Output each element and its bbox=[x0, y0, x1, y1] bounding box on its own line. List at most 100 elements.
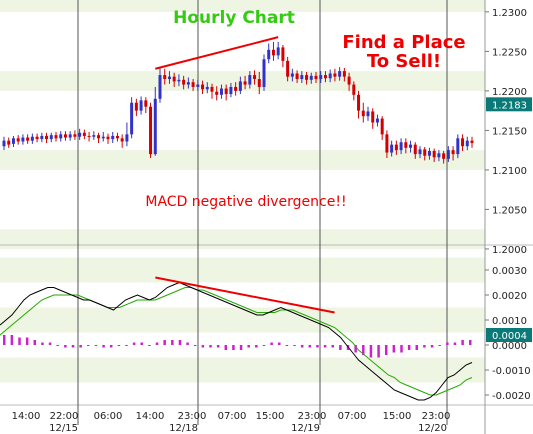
candle-body bbox=[45, 135, 49, 140]
candle-body bbox=[186, 82, 190, 85]
candle-body bbox=[357, 94, 361, 111]
candle-body bbox=[87, 135, 91, 137]
macd-tick-label: 0.0030 bbox=[492, 266, 527, 277]
macd-histogram-bar bbox=[308, 345, 312, 348]
candle-body bbox=[423, 149, 427, 156]
candle-body bbox=[158, 75, 162, 99]
candle-body bbox=[182, 79, 186, 85]
macd-histogram-bar bbox=[155, 342, 159, 345]
macd-histogram-bar bbox=[469, 340, 472, 345]
macd-histogram-bar bbox=[438, 345, 441, 346]
macd-histogram-bar bbox=[392, 345, 396, 353]
chart-title: Hourly Chart bbox=[173, 8, 295, 28]
candle-body bbox=[253, 75, 257, 80]
time-tick-label: 14:00 bbox=[136, 411, 165, 422]
candle-body bbox=[432, 150, 436, 158]
candle-body bbox=[300, 75, 304, 80]
macd-histogram-bar bbox=[193, 345, 197, 346]
candle-body bbox=[92, 135, 96, 137]
price-tick-label: 1.2050 bbox=[492, 205, 527, 216]
price-tick-label: 1.2300 bbox=[492, 8, 527, 19]
candle-body bbox=[134, 102, 138, 111]
candle-body bbox=[413, 144, 417, 155]
candle-body bbox=[338, 71, 342, 77]
time-tick-label: 15:00 bbox=[256, 411, 285, 422]
date-label: 12/15 bbox=[49, 423, 78, 434]
candle-body bbox=[451, 150, 455, 155]
price-tick-label: 1.2000 bbox=[492, 245, 527, 256]
macd-histogram-bar bbox=[377, 345, 380, 358]
macd-histogram-bar bbox=[316, 345, 319, 348]
macd-histogram-bar bbox=[270, 342, 273, 345]
date-label: 12/20 bbox=[418, 423, 447, 434]
candle-body bbox=[26, 137, 30, 141]
macd-histogram-bar bbox=[163, 340, 166, 345]
candle-body bbox=[323, 75, 327, 79]
date-label: 12/19 bbox=[291, 423, 320, 434]
candle-body bbox=[210, 86, 214, 92]
price-tick-label: 1.2100 bbox=[492, 166, 527, 177]
candle-body bbox=[78, 132, 82, 137]
time-tick-label: 23:00 bbox=[422, 411, 451, 422]
candle-body bbox=[97, 135, 101, 139]
time-tick-label: 15:00 bbox=[383, 411, 412, 422]
price-band bbox=[0, 150, 485, 170]
sell-note-line1: Find a Place bbox=[342, 32, 465, 53]
price-band bbox=[0, 0, 485, 12]
macd-histogram-bar bbox=[140, 342, 144, 345]
candle-body bbox=[63, 134, 67, 138]
candle-body bbox=[219, 88, 223, 95]
candle-body bbox=[54, 135, 58, 139]
price-band bbox=[0, 229, 485, 249]
macd-tick-label: 0.0010 bbox=[492, 316, 527, 327]
macd-histogram-bar bbox=[79, 345, 82, 348]
price-tick-label: 1.2200 bbox=[492, 87, 527, 98]
macd-tick-label: 0.0020 bbox=[492, 291, 527, 302]
candle-body bbox=[470, 140, 474, 144]
macd-tick-label: 0.0000 bbox=[492, 341, 527, 352]
macd-histogram-bar bbox=[423, 345, 426, 348]
candle-body bbox=[418, 149, 422, 155]
candle-body bbox=[442, 153, 446, 159]
macd-histogram-bar bbox=[64, 345, 67, 348]
candle-body bbox=[427, 150, 431, 156]
candle-body bbox=[40, 135, 44, 140]
macd-histogram-bar bbox=[41, 342, 44, 345]
candle-body bbox=[352, 84, 356, 95]
macd-histogram-bar bbox=[18, 337, 21, 345]
macd-histogram-bar bbox=[446, 342, 449, 345]
candle-body bbox=[248, 75, 252, 85]
time-tick-label: 23:00 bbox=[178, 411, 207, 422]
candle-body bbox=[120, 138, 124, 142]
macd-histogram-bar bbox=[125, 345, 128, 346]
candle-body bbox=[115, 135, 119, 139]
macd-histogram-bar bbox=[148, 345, 151, 346]
price-tick-label: 1.2150 bbox=[492, 126, 527, 137]
candle-body bbox=[73, 134, 77, 137]
macd-histogram-bar bbox=[278, 342, 281, 345]
macd-histogram-bar bbox=[384, 345, 388, 355]
candle-body bbox=[286, 60, 290, 77]
candle-body bbox=[177, 79, 181, 82]
candle-body bbox=[139, 100, 143, 111]
price-tick-label: 1.2250 bbox=[492, 47, 527, 58]
candle-body bbox=[446, 150, 450, 159]
macd-histogram-bar bbox=[362, 345, 365, 355]
macd-divergence-trendline bbox=[155, 276, 335, 314]
resistance-trendline bbox=[155, 36, 279, 70]
macd-band bbox=[0, 307, 485, 333]
candle-body bbox=[229, 86, 233, 95]
macd-histogram-bar bbox=[331, 345, 334, 348]
candle-body bbox=[281, 47, 285, 61]
candle-body bbox=[328, 73, 332, 79]
candle-body bbox=[49, 135, 53, 140]
candle-body bbox=[101, 136, 105, 139]
last-price-tag bbox=[486, 97, 532, 112]
candle-body bbox=[404, 142, 408, 148]
candle-body bbox=[163, 75, 167, 80]
last-macd-tag bbox=[486, 328, 532, 342]
macd-histogram-bar bbox=[71, 345, 75, 348]
macd-histogram-bar bbox=[201, 345, 205, 348]
last-macd-label: 0.0004 bbox=[492, 331, 527, 342]
candle-body bbox=[371, 111, 375, 123]
